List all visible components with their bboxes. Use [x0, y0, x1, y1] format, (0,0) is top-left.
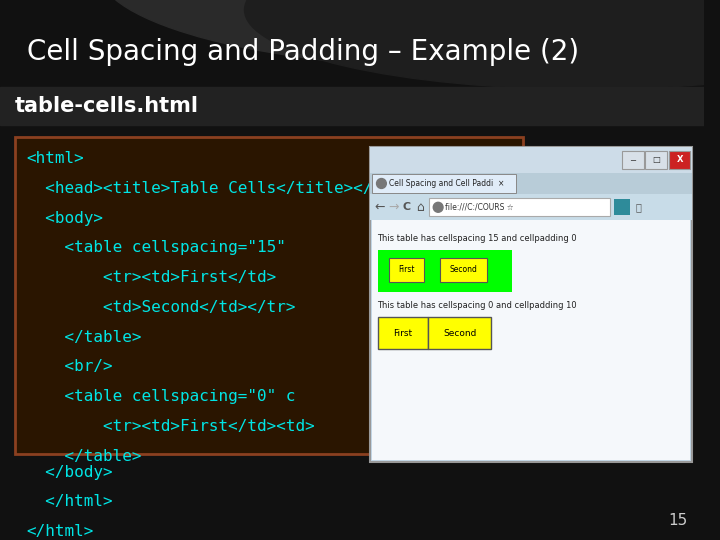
Bar — [369, 147, 693, 173]
Text: <table cellspacing="15": <table cellspacing="15" — [27, 240, 287, 255]
Text: <table cellspacing="0" c: <table cellspacing="0" c — [27, 389, 296, 404]
Bar — [369, 147, 693, 462]
Text: <body>: <body> — [27, 211, 104, 226]
Bar — [369, 194, 693, 220]
Bar — [377, 318, 428, 349]
Bar — [622, 151, 644, 168]
Bar — [646, 151, 667, 168]
Bar — [377, 250, 513, 292]
Bar — [429, 198, 611, 216]
Text: First: First — [393, 329, 413, 338]
Text: →: → — [388, 201, 398, 214]
Text: ─: ─ — [630, 155, 635, 164]
Circle shape — [433, 202, 443, 212]
Bar — [614, 199, 630, 215]
Text: Cell Spacing and Padding – Example (2): Cell Spacing and Padding – Example (2) — [27, 38, 580, 65]
Text: First: First — [399, 265, 415, 274]
Text: ←: ← — [374, 201, 384, 214]
Bar — [369, 173, 693, 194]
Bar — [390, 258, 425, 282]
Text: <td>Second</td></tr>: <td>Second</td></tr> — [27, 300, 296, 315]
Bar — [0, 87, 704, 125]
Text: table-cells.html: table-cells.html — [14, 96, 199, 116]
Text: □: □ — [652, 155, 660, 164]
Text: <tr><td>First</td><td>: <tr><td>First</td><td> — [27, 419, 315, 434]
Ellipse shape — [98, 0, 720, 70]
Ellipse shape — [245, 0, 720, 89]
Text: This table has cellspacing 0 and cellpadding 10: This table has cellspacing 0 and cellpad… — [377, 301, 577, 310]
Text: This table has cellspacing 15 and cellpadding 0: This table has cellspacing 15 and cellpa… — [377, 233, 577, 242]
Text: <tr><td>First</td>: <tr><td>First</td> — [27, 270, 276, 285]
Bar — [440, 258, 487, 282]
Text: X: X — [677, 155, 683, 164]
Circle shape — [377, 179, 387, 188]
Text: <html>: <html> — [27, 151, 84, 166]
Text: </html>: </html> — [27, 494, 113, 509]
Text: Second: Second — [443, 329, 477, 338]
Text: </table>: </table> — [27, 449, 142, 464]
Bar — [669, 151, 690, 168]
Text: 🔧: 🔧 — [636, 202, 642, 212]
Bar — [372, 173, 516, 193]
Text: ⌂: ⌂ — [417, 201, 425, 214]
Text: Second: Second — [450, 265, 477, 274]
Text: <br/>: <br/> — [27, 360, 113, 374]
Bar — [14, 137, 523, 454]
Text: </body>: </body> — [27, 464, 113, 480]
Bar — [428, 318, 491, 349]
Text: </html>: </html> — [27, 524, 94, 539]
Text: <head><title>Table Cells</title></head>: <head><title>Table Cells</title></head> — [27, 181, 421, 196]
Text: </table>: </table> — [27, 330, 142, 345]
Text: 15: 15 — [668, 513, 688, 528]
Text: file:///C:/COURS ☆: file:///C:/COURS ☆ — [445, 203, 513, 212]
Text: C: C — [402, 202, 411, 212]
Bar — [372, 220, 690, 460]
Text: Cell Spacing and Cell Paddi  ×: Cell Spacing and Cell Paddi × — [390, 179, 505, 188]
